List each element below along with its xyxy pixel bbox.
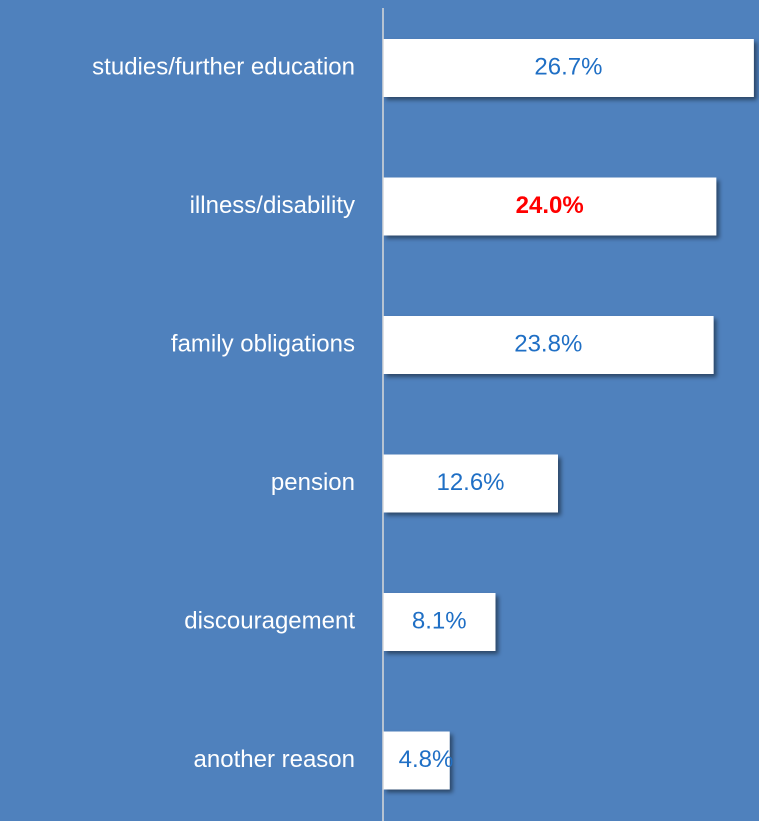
- value-label: 4.8%: [399, 746, 454, 773]
- bar: [383, 177, 717, 236]
- category-label: illness/disability: [190, 192, 355, 219]
- value-label: 8.1%: [412, 607, 467, 634]
- category-label: discouragement: [184, 607, 355, 634]
- category-label: pension: [271, 469, 355, 496]
- bar: [383, 316, 714, 374]
- category-label: studies/further education: [92, 53, 355, 80]
- value-label: 24.0%: [516, 192, 584, 219]
- bar: [383, 593, 496, 651]
- bar: [383, 39, 754, 97]
- category-label: family obligations: [171, 330, 355, 357]
- value-label: 26.7%: [534, 53, 602, 80]
- bar: [383, 454, 558, 513]
- value-label: 23.8%: [514, 330, 582, 357]
- value-label: 12.6%: [436, 469, 504, 496]
- category-label: another reason: [194, 746, 355, 773]
- bar: [383, 731, 450, 790]
